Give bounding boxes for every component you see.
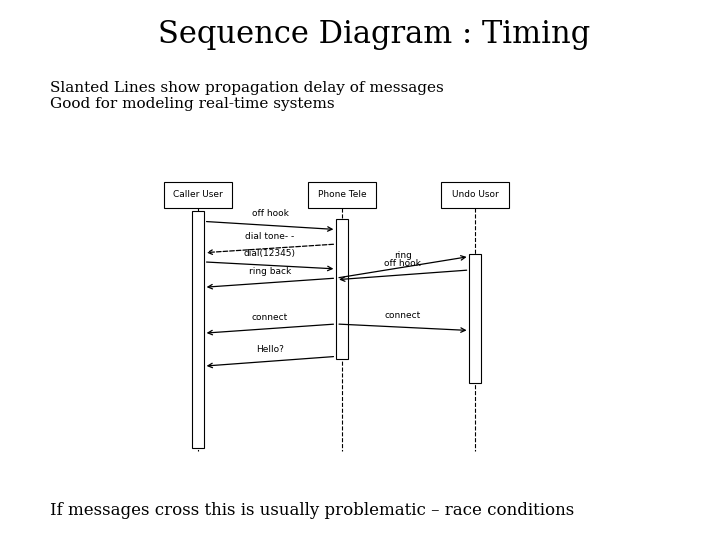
Text: off hook: off hook bbox=[384, 259, 421, 268]
Bar bbox=[308, 182, 376, 208]
Text: Caller User: Caller User bbox=[173, 191, 223, 199]
Text: Slanted Lines show propagation delay of messages: Slanted Lines show propagation delay of … bbox=[50, 81, 444, 95]
Text: Good for modeling real-time systems: Good for modeling real-time systems bbox=[50, 97, 335, 111]
Text: connect: connect bbox=[252, 313, 288, 321]
Text: dial(12345): dial(12345) bbox=[244, 249, 296, 259]
Text: off hook: off hook bbox=[251, 210, 289, 218]
Bar bbox=[469, 254, 481, 383]
Bar bbox=[164, 182, 232, 208]
Text: ring: ring bbox=[394, 251, 412, 260]
Text: Undo Usor: Undo Usor bbox=[452, 191, 498, 199]
Text: connect: connect bbox=[384, 311, 421, 320]
Text: dial tone- -: dial tone- - bbox=[246, 232, 294, 241]
Text: Hello?: Hello? bbox=[256, 345, 284, 354]
Text: ring back: ring back bbox=[249, 267, 291, 275]
Bar bbox=[192, 211, 204, 448]
Bar bbox=[441, 182, 510, 208]
Bar bbox=[336, 219, 348, 359]
Text: Phone Tele: Phone Tele bbox=[318, 191, 366, 199]
Text: Sequence Diagram : Timing: Sequence Diagram : Timing bbox=[158, 19, 590, 50]
Text: If messages cross this is usually problematic – race conditions: If messages cross this is usually proble… bbox=[50, 502, 575, 519]
